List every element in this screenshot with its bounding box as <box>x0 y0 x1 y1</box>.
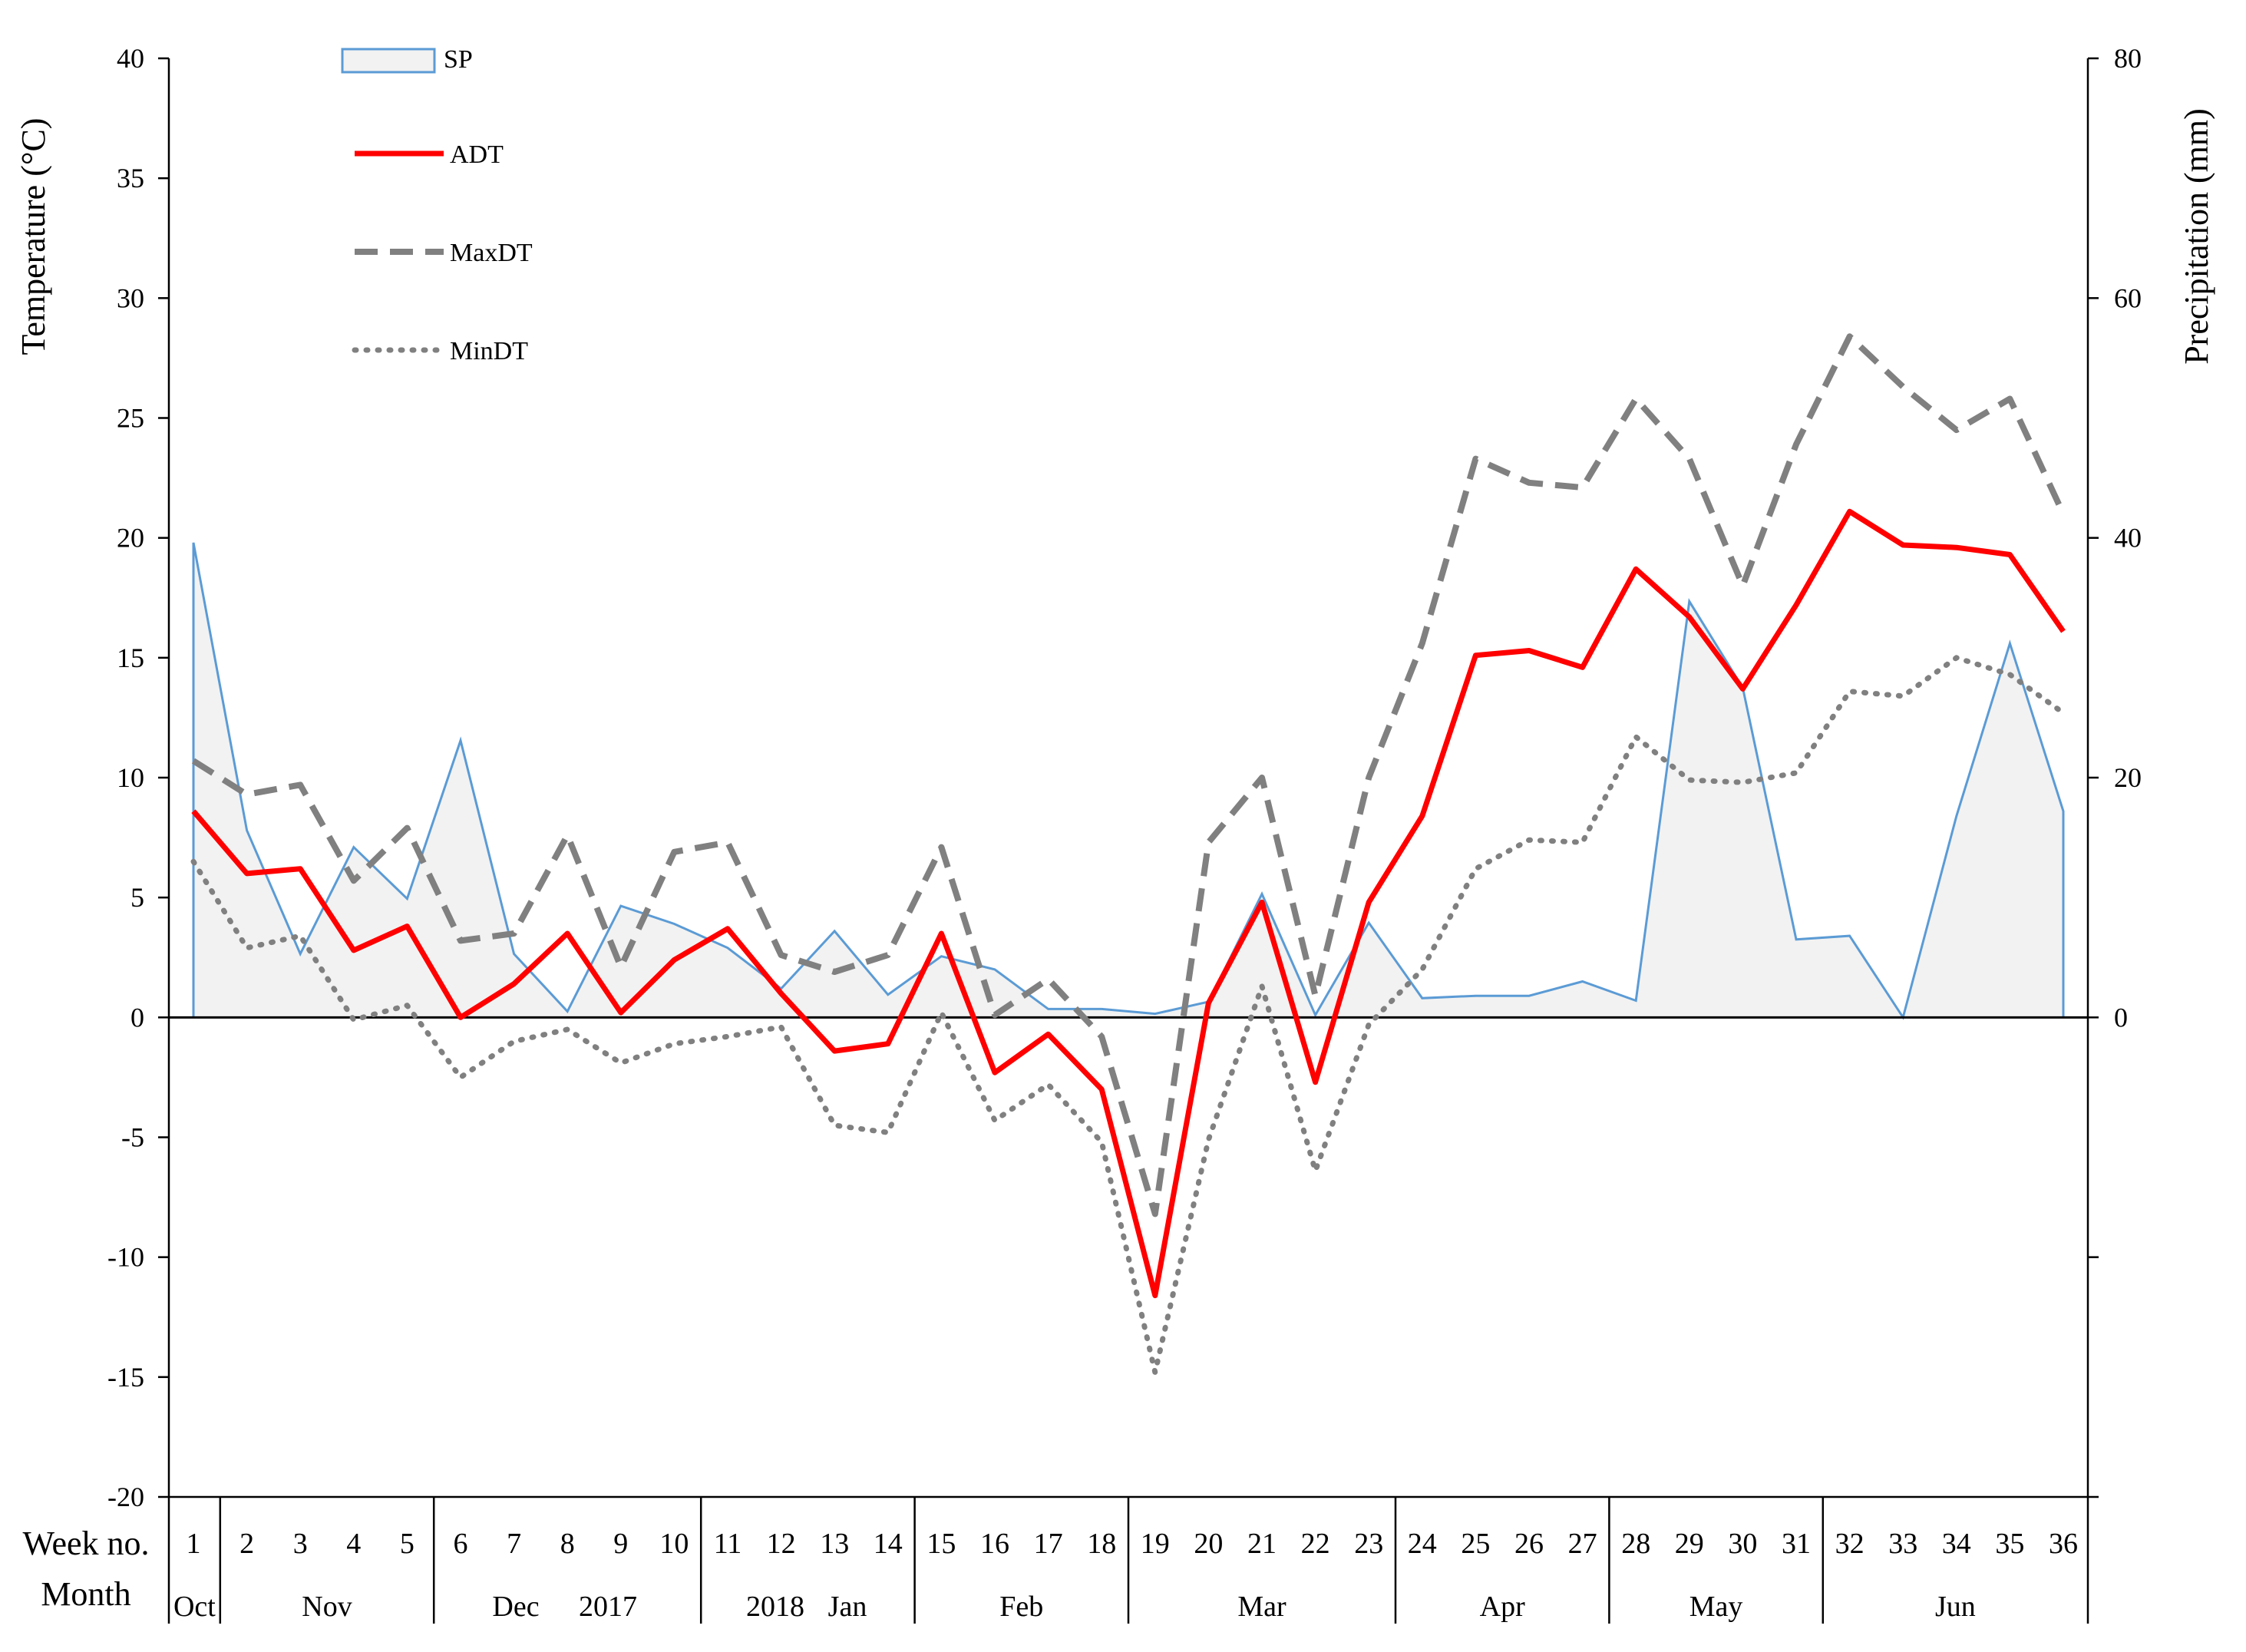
series-maxdt-line <box>191 333 2066 1218</box>
left-axis-tick-label: 40 <box>117 43 144 74</box>
week-number-label: 26 <box>1514 1528 1544 1560</box>
week-number-label: 28 <box>1621 1528 1650 1560</box>
week-number-label: 30 <box>1728 1528 1757 1560</box>
month-label-nov: Nov <box>302 1591 352 1623</box>
week-number-label: 25 <box>1461 1528 1490 1560</box>
week-number-label: 11 <box>714 1528 742 1560</box>
week-number-label: 14 <box>874 1528 903 1560</box>
temperature-lines-layer <box>190 333 2066 1376</box>
week-number-label: 1 <box>187 1528 201 1560</box>
legend-maxdt-label: MaxDT <box>450 239 533 267</box>
left-axis-tick-label: -20 <box>107 1482 144 1512</box>
left-axis-tick-label: -10 <box>107 1242 144 1273</box>
week-number-label: 15 <box>926 1528 956 1560</box>
week-number-label: 29 <box>1675 1528 1704 1560</box>
month-label-oct: Oct <box>173 1591 216 1623</box>
week-number-label: 32 <box>1835 1528 1865 1560</box>
left-axis-tick-label: 5 <box>130 882 144 913</box>
right-axis-title: Precipitation (mm) <box>2178 108 2215 365</box>
axes-layer <box>158 57 2099 1624</box>
week-number-label: 10 <box>659 1528 689 1560</box>
week-number-label: 20 <box>1194 1528 1223 1560</box>
week-number-label: 16 <box>980 1528 1009 1560</box>
right-axis-tick-label: 20 <box>2114 762 2142 793</box>
week-number-label: 24 <box>1408 1528 1437 1560</box>
left-axis-title: Temperature (°C) <box>15 118 52 355</box>
week-number-label: 31 <box>1782 1528 1811 1560</box>
left-axis-tick-label: 15 <box>117 643 144 673</box>
week-number-label: 27 <box>1568 1528 1597 1560</box>
week-number-label: 23 <box>1354 1528 1383 1560</box>
week-number-label: 21 <box>1247 1528 1277 1560</box>
year-label-2018: 2018 <box>746 1591 804 1623</box>
week-number-label: 2 <box>239 1528 254 1560</box>
week-number-label: 9 <box>613 1528 628 1560</box>
week-number-label: 12 <box>767 1528 796 1560</box>
week-number-label: 34 <box>1942 1528 1971 1560</box>
month-label-jun: Jun <box>1935 1591 1976 1623</box>
week-number-label: 4 <box>346 1528 361 1560</box>
year-label-2017: 2017 <box>579 1591 637 1623</box>
sp-area-outline <box>192 542 2065 1020</box>
labels-layer: 4035302520151050-5-10-15-20806040200Temp… <box>15 43 2215 1623</box>
left-axis-tick-label: 20 <box>117 523 144 553</box>
week-number-label: 5 <box>400 1528 415 1560</box>
sp-area-fill <box>193 542 2063 1018</box>
right-axis-tick-label: 60 <box>2114 282 2142 313</box>
month-label-apr: Apr <box>1480 1591 1525 1623</box>
precipitation-area-layer <box>192 542 2065 1020</box>
month-row-label: Month <box>41 1575 130 1613</box>
right-axis-tick-label: 0 <box>2114 1002 2128 1032</box>
week-number-label: 33 <box>1888 1528 1917 1560</box>
legend-adt-label: ADT <box>450 140 504 169</box>
series-adt-line <box>191 508 2066 1299</box>
week-number-label: 19 <box>1141 1528 1170 1560</box>
week-number-label: 18 <box>1087 1528 1116 1560</box>
series-mindt-line <box>190 655 2066 1376</box>
week-number-label: 3 <box>293 1528 308 1560</box>
month-label-mar: Mar <box>1237 1591 1286 1623</box>
left-axis-tick-label: -15 <box>107 1362 144 1393</box>
month-label-jan: Jan <box>828 1591 867 1623</box>
left-axis-tick-label: 30 <box>117 282 144 313</box>
right-axis-tick-label: 40 <box>2114 523 2142 553</box>
week-number-label: 36 <box>2049 1528 2078 1560</box>
week-number-label: 22 <box>1301 1528 1330 1560</box>
legend-sp-swatch <box>341 48 436 74</box>
right-axis-tick-label: 80 <box>2114 43 2142 74</box>
left-axis-tick-label: 25 <box>117 403 144 434</box>
left-axis-tick-label: 10 <box>117 762 144 793</box>
legend-sp-label: SP <box>444 45 473 74</box>
left-axis-tick-label: -5 <box>121 1122 144 1153</box>
legend-mindt-label: MinDT <box>450 337 528 365</box>
week-number-label: 6 <box>454 1528 468 1560</box>
month-label-may: May <box>1689 1591 1743 1623</box>
week-number-label: 17 <box>1034 1528 1063 1560</box>
legend: SP ADT MaxDT MinDT <box>341 45 533 365</box>
left-axis-tick-label: 0 <box>130 1002 144 1032</box>
week-row-label: Week no. <box>22 1525 149 1562</box>
week-number-label: 8 <box>560 1528 575 1560</box>
week-number-label: 7 <box>507 1528 521 1560</box>
week-number-label: 35 <box>1995 1528 2024 1560</box>
month-label-dec: Dec <box>492 1591 539 1623</box>
month-label-feb: Feb <box>999 1591 1043 1623</box>
left-axis-tick-label: 35 <box>117 163 144 193</box>
week-number-label: 13 <box>820 1528 849 1560</box>
